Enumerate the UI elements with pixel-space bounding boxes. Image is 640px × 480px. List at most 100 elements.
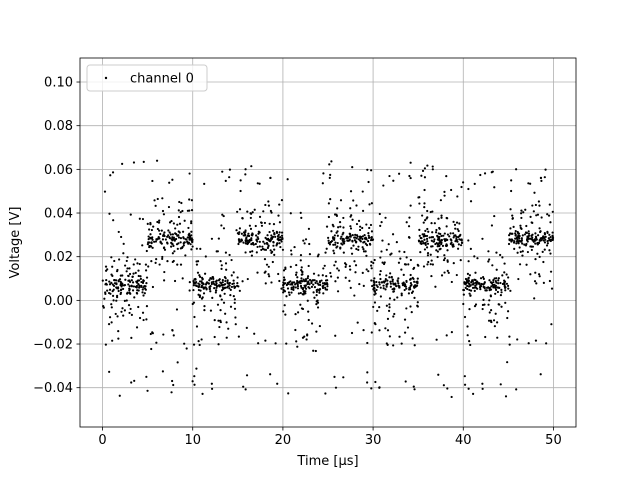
data-point [423,238,426,241]
data-point [299,211,302,214]
data-point [119,280,122,283]
data-point [405,279,408,283]
data-point [455,221,459,224]
data-point [205,281,209,284]
data-point [365,238,368,241]
data-point [533,238,536,241]
data-point [218,278,221,281]
data-point [282,276,286,279]
data-point [124,264,127,267]
data-point [478,282,481,285]
data-point [545,244,549,247]
data-point [457,229,460,233]
data-point [404,380,407,383]
data-point [456,240,459,243]
data-point [203,309,206,312]
data-point [356,321,359,324]
data-point [468,292,471,295]
data-point [301,288,304,291]
data-point [496,286,499,289]
data-point [113,259,116,263]
data-point [282,282,285,286]
data-point [113,279,116,282]
data-point [507,287,510,290]
data-point [269,249,272,252]
data-point [460,185,463,189]
data-point [342,251,345,254]
data-point [359,225,362,228]
data-point [479,288,482,291]
data-point [499,294,503,297]
data-point [173,250,176,253]
data-point [310,285,314,288]
data-point [172,383,175,387]
data-point [186,236,189,239]
data-point [493,325,496,328]
data-point [132,263,135,266]
data-point [211,296,214,299]
data-point [245,237,248,240]
data-point [103,190,107,193]
data-point [487,319,491,322]
data-point [116,294,119,297]
data-point [295,340,298,343]
data-point [229,305,233,308]
data-point [325,275,328,278]
data-point [433,238,436,241]
data-point [273,248,276,251]
data-point [440,216,443,219]
data-point [219,294,222,297]
data-point [411,276,414,280]
data-point [416,280,419,283]
data-point [323,286,327,289]
data-point [342,231,345,234]
data-point [128,280,132,283]
data-point [413,280,416,283]
data-point [417,264,420,267]
data-point [128,267,131,270]
data-point [248,224,251,227]
data-point [365,254,368,257]
data-point [297,281,300,284]
data-point [264,203,267,207]
data-point [275,243,279,246]
data-point [289,212,292,215]
data-point [223,283,227,286]
data-point [508,343,511,346]
data-point [524,208,527,211]
data-point [237,238,241,241]
data-point [313,296,316,299]
data-point [173,279,177,283]
data-point [443,271,446,274]
data-point [361,235,364,238]
data-point [440,214,443,217]
data-point [172,259,175,263]
data-point [476,257,479,260]
data-point [257,342,260,345]
data-point [146,222,149,225]
data-point [136,292,139,295]
data-point [370,230,374,233]
data-point [177,215,181,219]
data-point [434,285,437,288]
data-point [168,221,172,224]
data-point [413,388,416,391]
data-point [129,292,132,295]
data-point [302,290,305,293]
data-point [147,265,150,268]
data-point [370,202,373,205]
data-point [338,221,342,224]
data-point [128,285,131,288]
data-point [173,238,176,241]
data-point [224,279,227,283]
data-point [117,289,120,293]
data-point [244,168,247,171]
data-point [256,236,259,239]
data-point [300,268,303,272]
data-point [532,210,535,213]
data-point [245,374,249,377]
data-point [534,339,538,342]
data-point [234,316,237,319]
data-point [277,214,280,217]
y-tick-label: 0.00 [44,294,73,309]
